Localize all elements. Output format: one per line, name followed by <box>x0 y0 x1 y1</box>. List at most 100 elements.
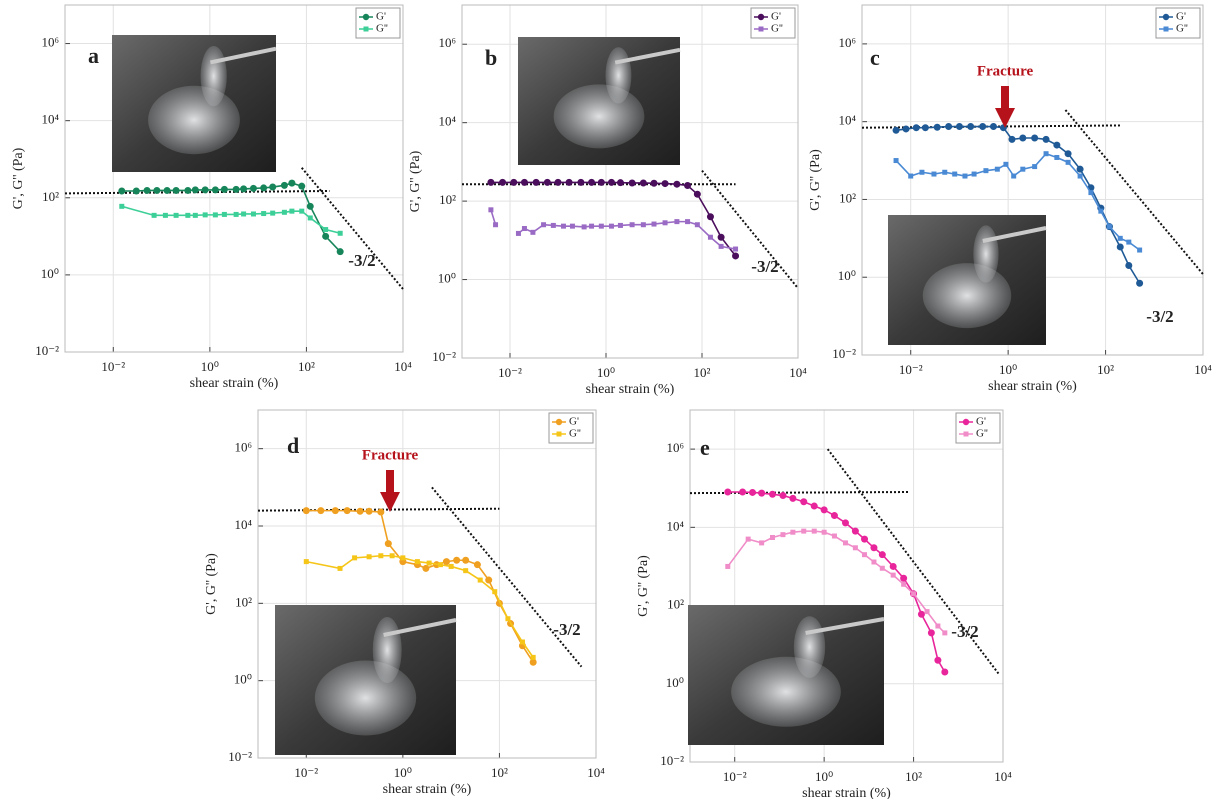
slope-label: -3/2 <box>1146 307 1173 326</box>
marker <box>132 187 140 195</box>
y-tick-label: 10⁶ <box>838 35 856 50</box>
marker <box>515 230 521 236</box>
slope-label: -3/2 <box>348 251 375 270</box>
marker <box>879 565 885 571</box>
marker <box>389 553 395 559</box>
legend-marker <box>362 13 370 21</box>
marker <box>352 555 358 561</box>
marker <box>505 616 511 622</box>
marker <box>577 178 585 186</box>
marker <box>473 561 481 569</box>
legend-marker <box>962 418 970 426</box>
marker <box>249 184 257 192</box>
marker <box>739 488 747 496</box>
marker <box>871 559 877 565</box>
marker <box>289 208 295 214</box>
marker <box>510 178 518 186</box>
marker <box>608 223 614 229</box>
legend-marker <box>963 431 969 437</box>
marker <box>143 186 151 194</box>
marker <box>519 639 525 645</box>
x-axis-label: shear strain (%) <box>383 782 472 797</box>
marker <box>758 489 766 497</box>
x-tick-label: 10⁰ <box>394 765 412 780</box>
marker <box>172 186 180 194</box>
y-tick-label: 10⁻² <box>228 749 252 764</box>
marker <box>541 222 547 228</box>
legend-box <box>1155 7 1201 39</box>
marker <box>661 180 669 188</box>
marker <box>173 212 179 218</box>
marker <box>780 532 786 538</box>
x-tick-label: 10⁴ <box>394 359 412 374</box>
marker <box>693 190 701 198</box>
marker <box>280 181 288 189</box>
panel-label: d <box>287 433 299 458</box>
y-tick-label: 10⁻² <box>432 349 456 364</box>
inset-gel <box>605 47 632 104</box>
marker <box>725 563 731 569</box>
marker <box>769 490 777 498</box>
legend-label: G'' <box>1176 23 1188 35</box>
x-tick-label: 10⁴ <box>587 765 605 780</box>
marker <box>801 528 807 534</box>
marker <box>488 207 494 213</box>
marker <box>900 574 908 582</box>
legend-marker <box>555 418 563 426</box>
y-tick-label: 10⁰ <box>234 672 252 687</box>
plot-frame <box>461 4 799 359</box>
marker <box>1126 239 1132 245</box>
marker <box>520 178 528 186</box>
legend-label: G'' <box>376 23 388 35</box>
marker <box>543 178 551 186</box>
marker <box>967 123 975 131</box>
marker <box>331 507 339 515</box>
panel-label: e <box>700 435 710 460</box>
marker <box>1098 208 1104 214</box>
marker <box>640 222 646 228</box>
marker <box>366 554 372 560</box>
marker <box>153 186 161 194</box>
y-tick-label: 10⁰ <box>41 266 59 281</box>
x-tick-label: 10⁻² <box>723 769 747 784</box>
marker <box>889 562 897 570</box>
inset-spatula <box>805 617 885 635</box>
inset-gel <box>314 660 417 736</box>
marker <box>706 213 714 221</box>
marker <box>1136 279 1144 287</box>
marker <box>581 224 587 230</box>
marker <box>1116 243 1124 251</box>
marker <box>811 528 817 534</box>
marker <box>831 533 837 539</box>
marker <box>1020 166 1026 172</box>
marker <box>694 222 700 228</box>
x-tick-label: 10² <box>1097 362 1114 377</box>
x-tick-label: 10⁻² <box>101 359 125 374</box>
marker <box>851 527 859 535</box>
marker <box>422 564 430 572</box>
marker <box>933 123 941 131</box>
marker <box>221 211 227 217</box>
x-tick-label: 10⁰ <box>201 359 219 374</box>
marker <box>979 123 987 131</box>
legend-label: G' <box>569 416 579 428</box>
marker <box>250 211 256 217</box>
marker <box>477 577 483 583</box>
y-tick-label: 10⁶ <box>666 440 684 455</box>
fracture-label: Fracture <box>977 63 1034 79</box>
marker <box>945 123 953 131</box>
marker <box>852 545 858 551</box>
x-tick-label: 10⁻² <box>498 365 522 380</box>
marker <box>718 243 724 249</box>
marker <box>684 182 692 190</box>
marker <box>336 248 344 256</box>
legend-label: G'' <box>976 428 988 440</box>
legend-box <box>750 7 796 39</box>
marker <box>184 186 192 194</box>
marker <box>927 629 935 637</box>
marker <box>800 498 808 506</box>
marker <box>598 223 604 229</box>
marker <box>499 178 507 186</box>
marker <box>790 529 796 535</box>
